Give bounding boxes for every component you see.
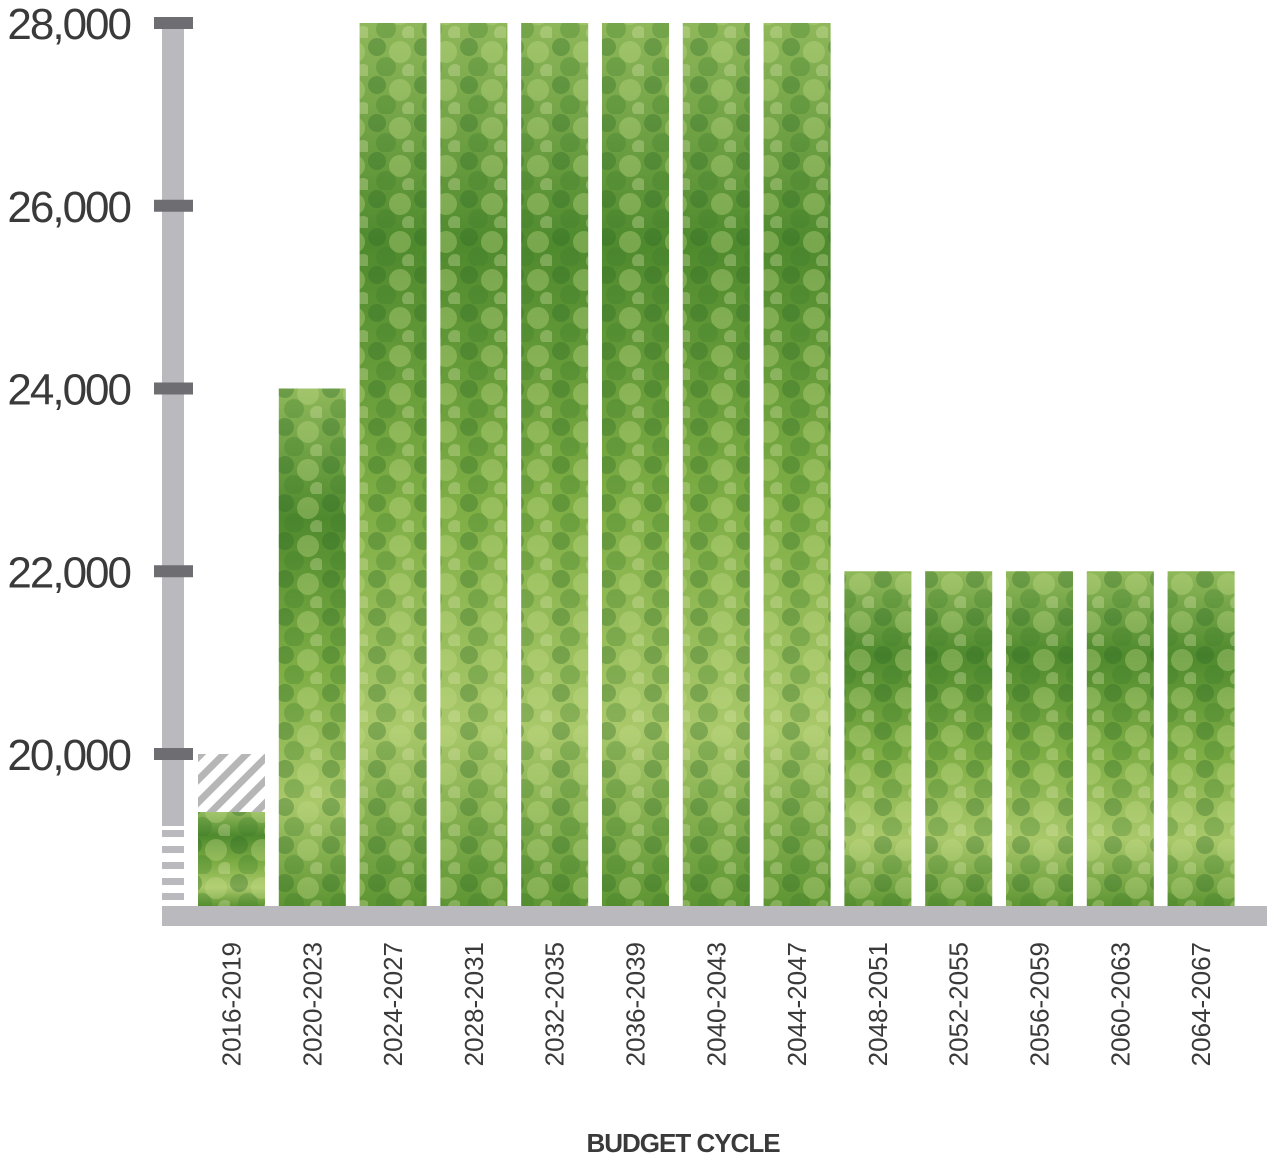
bar-texture	[359, 23, 427, 906]
x-tick-label-2032-2035: 2032-2035	[540, 942, 570, 1066]
x-tick-label-2060-2063: 2060-2063	[1105, 942, 1135, 1066]
bar-texture	[278, 388, 346, 906]
bar-2024-2027	[359, 23, 427, 906]
x-tick-labels: 2016-2019 2020-2023 2024-2027 2028-2031 2032…	[217, 942, 1217, 1066]
y-tick-label-20000: 20,000	[7, 731, 130, 780]
bar-texture	[1086, 571, 1154, 906]
y-tick-label-28000: 28,000	[7, 0, 130, 49]
bar-texture	[602, 23, 669, 906]
bar-2060-2063	[1086, 571, 1154, 906]
y-axis-break-mark-3	[162, 862, 184, 869]
y-tick-label-24000: 24,000	[7, 366, 130, 415]
bar-2032-2035	[521, 23, 589, 906]
bar-texture	[521, 23, 589, 906]
bar-texture	[844, 571, 912, 906]
x-tick-label-2016-2019: 2016-2019	[217, 942, 247, 1066]
y-axis-break-mark-5	[162, 893, 184, 900]
bar-2056-2059	[1006, 571, 1073, 906]
bar-hatch	[198, 754, 265, 812]
bar-texture	[682, 23, 750, 906]
x-tick-label-2044-2047: 2044-2047	[782, 942, 812, 1066]
y-tick-mark-24000	[154, 382, 193, 395]
x-axis-band	[162, 906, 1267, 926]
x-tick-label-2036-2039: 2036-2039	[621, 942, 651, 1066]
x-tick-label-2056-2059: 2056-2059	[1025, 942, 1055, 1066]
bar-2052-2055	[925, 571, 993, 906]
bars	[198, 23, 1235, 906]
bar-texture	[925, 571, 993, 906]
x-tick-label-2048-2051: 2048-2051	[863, 942, 893, 1066]
x-tick-label-2064-2067: 2064-2067	[1186, 942, 1216, 1066]
y-ticks: 20,000 22,000 24,000 26,000 28,000	[7, 0, 193, 780]
bar-texture	[1167, 571, 1235, 906]
bar-texture	[763, 23, 831, 906]
x-tick-label-2020-2023: 2020-2023	[297, 942, 327, 1066]
y-tick-mark-26000	[154, 199, 193, 212]
bar-2040-2043	[682, 23, 750, 906]
x-axis-label: BUDGET CYCLE	[586, 1128, 780, 1158]
y-tick-mark-20000	[154, 748, 193, 760]
bar-2048-2051	[844, 571, 912, 906]
y-tick-label-26000: 26,000	[7, 183, 130, 232]
bar-texture	[440, 23, 508, 906]
y-axis-break-mark-2	[162, 846, 184, 853]
y-axis-break-mark-1	[162, 830, 184, 837]
x-tick-label-2024-2027: 2024-2027	[378, 942, 408, 1066]
x-tick-label-2028-2031: 2028-2031	[459, 942, 489, 1066]
y-tick-label-22000: 22,000	[7, 548, 130, 597]
x-tick-label-2052-2055: 2052-2055	[944, 942, 974, 1066]
bar-2016-2019	[198, 754, 265, 906]
y-tick-mark-22000	[154, 565, 193, 578]
bar-2020-2023	[278, 388, 346, 906]
bar-texture	[198, 812, 265, 906]
y-axis-break-mark-4	[162, 878, 184, 885]
bar-2064-2067	[1167, 571, 1235, 906]
bar-texture	[1006, 571, 1073, 906]
bar-2044-2047	[763, 23, 831, 906]
bar-2028-2031	[440, 23, 508, 906]
bar-2036-2039	[602, 23, 669, 906]
y-tick-mark-28000	[154, 17, 193, 29]
x-tick-label-2040-2043: 2040-2043	[701, 942, 731, 1066]
y-axis-post	[162, 18, 184, 828]
